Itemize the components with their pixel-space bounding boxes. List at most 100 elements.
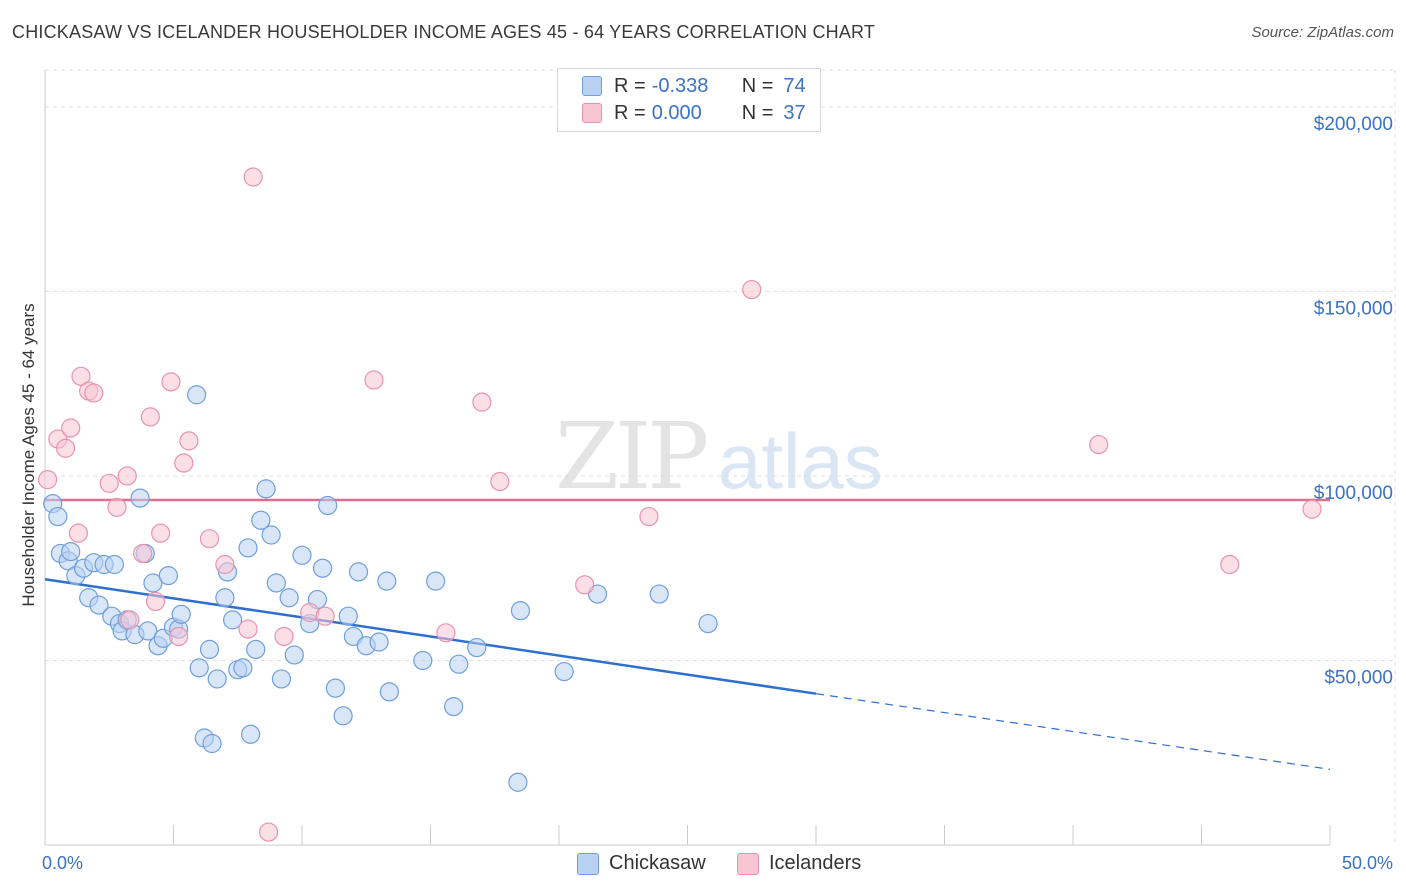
chickasaw-point: [104, 554, 124, 575]
icelander-point: [490, 471, 510, 492]
icelander-point: [68, 523, 89, 543]
chickasaw-point: [377, 571, 397, 591]
chickasaw-point: [187, 385, 207, 405]
series-legend: Chickasaw Icelanders: [0, 852, 1406, 878]
chickasaw-point: [171, 604, 191, 624]
data-points: [37, 167, 1322, 842]
chickasaw-point: [312, 558, 333, 578]
chickasaw-point: [318, 495, 338, 516]
icelander-point: [55, 438, 76, 458]
icelander-point: [169, 626, 189, 647]
chickasaw-point: [207, 669, 227, 689]
icelander-point: [174, 453, 194, 473]
chickasaw-point: [233, 658, 253, 678]
chart-source: Source: ZipAtlas.com: [1251, 24, 1394, 41]
chickasaw-point: [426, 571, 446, 591]
y-axis-label: Householder Income Ages 45 - 64 years: [19, 303, 38, 606]
chickasaw-point: [138, 621, 158, 641]
legend-row-chickasaw: R = -0.338 N = 74: [582, 73, 806, 99]
chickasaw-point: [279, 588, 299, 608]
chickasaw-point: [369, 632, 389, 652]
chickasaw-point: [251, 510, 271, 530]
icelander-point: [107, 497, 127, 517]
icelander-point: [145, 591, 166, 612]
icelander-point: [742, 279, 762, 300]
icelander-point: [151, 523, 171, 543]
legend-r-label: R =: [614, 101, 646, 124]
y-tick-label: $200,000: [1314, 114, 1393, 135]
chickasaw-point: [333, 706, 353, 726]
icelander-point: [575, 575, 595, 595]
chickasaw-point: [261, 525, 281, 545]
icelander-point: [71, 366, 91, 386]
chickasaw-point: [256, 479, 276, 499]
chickasaw-swatch: [577, 852, 599, 875]
chickasaw-point: [266, 573, 286, 593]
icelander-point: [639, 506, 659, 527]
icelander-point: [243, 167, 263, 187]
svg-text:ZIP: ZIP: [555, 403, 706, 510]
x-tick-label: 0.0%: [42, 853, 83, 873]
legend-r-value: -0.338: [651, 74, 709, 97]
icelander-point: [258, 822, 279, 842]
legend-r-label: R =: [614, 74, 646, 97]
chickasaw-point: [48, 506, 68, 527]
icelander-point: [37, 470, 58, 490]
chickasaw-point: [143, 573, 163, 593]
icelander-point: [1220, 554, 1240, 575]
chickasaw-point: [444, 697, 464, 717]
chickasaw-point: [508, 772, 528, 792]
legend-n-value: 74: [783, 74, 806, 97]
chickasaw-point: [241, 724, 261, 744]
chickasaw-point: [554, 661, 574, 682]
chickasaw-trend-extension: [815, 693, 1331, 770]
icelander-point: [179, 431, 199, 451]
icelanders-swatch: [737, 852, 759, 875]
icelander-point: [215, 554, 235, 575]
chickasaw-point: [202, 733, 222, 754]
chickasaw-point: [238, 538, 258, 558]
chickasaw-point: [292, 545, 312, 565]
chickasaw-point: [189, 658, 209, 678]
chickasaw-point: [413, 650, 433, 671]
icelander-point: [133, 543, 153, 564]
chickasaw-point: [698, 613, 718, 634]
icelander-point: [472, 392, 492, 412]
chickasaw-point: [338, 606, 358, 626]
legend-label-chickasaw: Chickasaw: [609, 852, 706, 874]
chickasaw-point: [649, 584, 669, 604]
y-tick-label: $50,000: [1324, 667, 1393, 688]
icelander-point: [1302, 499, 1322, 519]
legend-n-label: N =: [741, 101, 774, 124]
chart-title: CHICKASAW VS ICELANDER HOUSEHOLDER INCOM…: [12, 22, 876, 42]
chickasaw-point: [348, 562, 369, 582]
legend-n-label: N =: [741, 74, 774, 97]
chickasaw-point: [510, 601, 531, 621]
stats-legend: R = -0.338 N = 74 R = 0.000 N = 37: [557, 68, 821, 132]
chickasaw-point: [130, 488, 150, 508]
chickasaw-point: [223, 610, 243, 630]
chickasaw-point: [284, 645, 304, 665]
icelander-point: [1089, 434, 1109, 455]
icelander-point: [364, 370, 384, 390]
x-tick-label: 50.0%: [1342, 853, 1393, 873]
chickasaw-point: [89, 595, 109, 615]
icelander-point: [161, 372, 181, 392]
legend-item-icelanders: Icelanders: [737, 852, 861, 875]
legend-n-value: 37: [783, 101, 806, 124]
icelander-point: [120, 610, 140, 630]
chickasaw-point: [379, 682, 399, 702]
icelander-point: [84, 383, 104, 403]
chickasaw-point: [61, 542, 81, 562]
icelander-point: [238, 619, 258, 639]
chickasaw-point: [467, 637, 487, 658]
chickasaw-point: [246, 639, 266, 660]
tick-labels: $50,000 $100,000 $150,000 $200,000 0.0% 50.0%: [42, 114, 1393, 873]
chickasaw-trend-line: [44, 578, 817, 695]
icelander-point: [61, 418, 81, 438]
icelander-point: [315, 606, 335, 626]
icelander-point: [117, 466, 137, 486]
icelander-point: [436, 623, 456, 643]
chickasaw-point: [199, 639, 220, 660]
